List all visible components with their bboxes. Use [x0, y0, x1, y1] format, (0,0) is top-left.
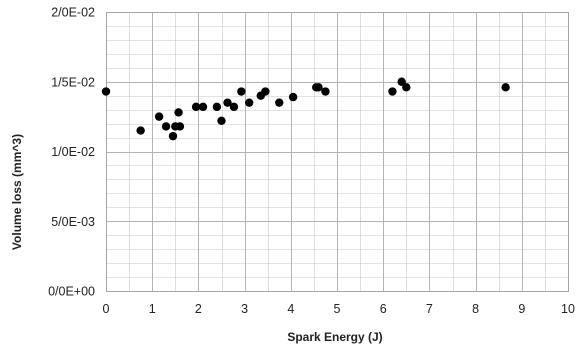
x-axis-title: Spark Energy (J)	[287, 330, 382, 344]
data-point	[397, 77, 406, 86]
y-axis-tick-labels: 0/0E+00 5/0E-03 1/0E-02 1/5E-02 2/0E-02	[48, 6, 95, 299]
x-tick-label: 6	[380, 302, 387, 316]
x-tick-label: 0	[103, 302, 110, 316]
data-point	[314, 83, 323, 92]
data-point	[388, 87, 397, 96]
y-tick-label: 1/0E-02	[51, 145, 95, 159]
x-tick-label: 3	[241, 302, 248, 316]
data-point	[161, 122, 171, 131]
y-tick-label: 0/0E+00	[48, 285, 95, 299]
data-point	[191, 102, 201, 112]
data-point	[245, 98, 254, 107]
y-tick-label: 1/5E-02	[51, 75, 95, 89]
data-point	[402, 83, 411, 92]
data-point	[288, 92, 298, 102]
x-tick-label: 2	[195, 302, 202, 316]
x-tick-label: 7	[426, 302, 433, 316]
y-axis-title: Volume loss (mm^3)	[10, 134, 24, 250]
data-point	[223, 98, 232, 107]
y-tick-label: 2/0E-02	[51, 6, 95, 20]
x-tick-label: 1	[149, 302, 156, 316]
data-point	[237, 87, 246, 96]
data-point	[501, 83, 510, 92]
data-points	[101, 77, 510, 141]
plot-area-border	[106, 12, 569, 292]
data-point	[212, 102, 222, 112]
data-point	[261, 87, 270, 96]
x-axis-tick-labels: 0 1 2 3 4 5 6 7 8 9 10	[103, 302, 575, 316]
x-tick-label: 10	[561, 302, 575, 316]
x-tick-label: 4	[287, 302, 294, 316]
data-point	[229, 102, 239, 112]
data-point	[154, 112, 164, 121]
data-point	[101, 87, 111, 96]
y-tick-label: 5/0E-03	[51, 215, 95, 229]
data-point	[217, 116, 226, 126]
data-point	[174, 108, 183, 117]
data-point	[275, 98, 284, 107]
x-tick-label: 9	[518, 302, 525, 316]
data-point	[136, 126, 145, 135]
x-tick-label: 5	[334, 302, 341, 316]
data-point	[198, 102, 208, 112]
data-point	[321, 87, 330, 96]
data-point	[168, 131, 178, 141]
data-point	[175, 122, 185, 131]
x-tick-label: 8	[472, 302, 479, 316]
